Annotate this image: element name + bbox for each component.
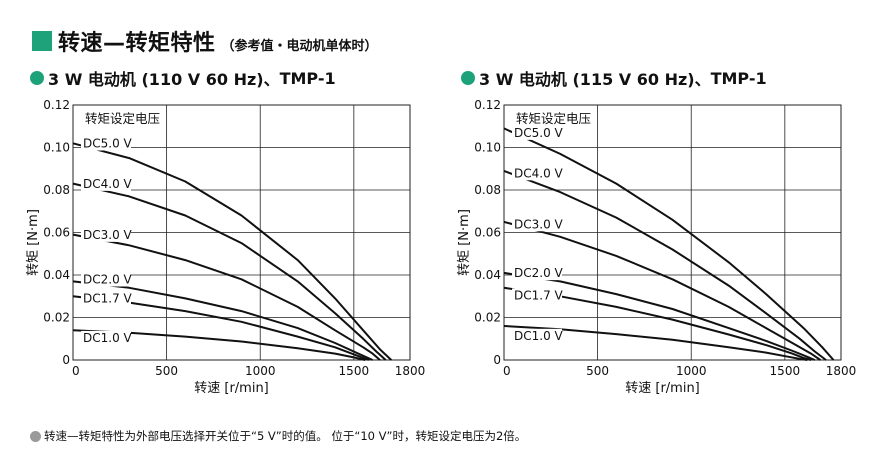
series-line: [503, 271, 816, 361]
bullet-icon: [30, 430, 41, 442]
series-label: DC1.7 V: [83, 292, 133, 306]
x-tick-label: 0: [503, 364, 511, 378]
legend-title: 转矩设定电压: [85, 111, 160, 126]
y-tick-label: 0: [62, 353, 70, 367]
y-tick-label: 0.10: [474, 141, 501, 155]
series-label-bg: [512, 217, 562, 232]
series-label-bg: [81, 291, 131, 306]
y-tick-label: 0.08: [474, 183, 501, 197]
x-tick-label: 1000: [676, 364, 707, 378]
x-tick-label: 1800: [826, 364, 857, 378]
x-axis-label: 转速 [r/min]: [625, 381, 700, 396]
series-label-bg: [81, 272, 131, 287]
y-tick-label: 0.12: [474, 98, 501, 112]
x-axis-label: 转速 [r/min]: [194, 381, 269, 396]
y-tick-label: 0.06: [474, 226, 501, 240]
series-label-bg: [81, 227, 131, 242]
series-label: DC3.0 V: [514, 217, 564, 231]
footnote: 转速—转矩特性为外部电压选择开关位于“5 V”时的值。 位于“10 V”时，转矩…: [30, 428, 526, 444]
title-marker-icon: [32, 31, 52, 51]
x-tick-label: 500: [155, 364, 178, 378]
series-line: [503, 127, 835, 361]
y-tick-label: 0.02: [43, 311, 70, 325]
series-line: [72, 142, 392, 361]
series-label: DC1.0 V: [83, 331, 133, 345]
chart-2: 0 0.02 0.04 0.06 0.08 0.10 0.12 0 500 1000 1500 180…: [457, 98, 856, 396]
series-label: DC3.0 V: [83, 228, 133, 242]
page-title: 转速—转矩特性: [58, 31, 216, 56]
chart-1-model: TMP-1: [279, 68, 336, 88]
y-tick-label: 0.04: [474, 268, 501, 282]
y-tick-label: 0: [493, 353, 501, 367]
section-title: 转速—转矩特性 （参考值・电动机单体时）: [32, 28, 378, 56]
chart-1-title: 3 W 电动机 (110 V 60 Hz)、 TMP-1: [30, 66, 336, 90]
series-line: [72, 182, 387, 361]
x-tick-label: 1000: [245, 364, 276, 378]
series-label: DC2.0 V: [514, 266, 564, 280]
series-label: DC4.0 V: [83, 177, 133, 191]
chart-1: 0 0.02 0.04 0.06 0.08 0.10 0.12 0 500 1000 1500 180…: [26, 98, 425, 396]
series-label: DC2.0 V: [83, 273, 133, 287]
x-tick-label: 1500: [770, 364, 801, 378]
legend-title: 转矩设定电压: [516, 111, 591, 126]
x-tick-label: 0: [72, 364, 80, 378]
y-tick-label: 0.10: [43, 141, 70, 155]
series-line: [503, 286, 812, 361]
series-line: [503, 325, 808, 361]
series-label-bg: [512, 266, 562, 281]
bullet-icon: [461, 71, 475, 85]
chart-1-title-text: 3 W 电动机 (110 V 60 Hz)、: [48, 70, 280, 89]
y-tick-label: 0.06: [43, 226, 70, 240]
y-tick-label: 0.02: [474, 311, 501, 325]
series-label-bg: [81, 176, 131, 191]
x-tick-label: 1800: [395, 364, 426, 378]
series-line: [72, 329, 366, 361]
footnote-text: 转速—转矩特性为外部电压选择开关位于“5 V”时的值。 位于“10 V”时，转矩…: [44, 429, 527, 443]
page-subtitle: （参考值・电动机单体时）: [221, 38, 378, 54]
chart-2-title-text: 3 W 电动机 (115 V 60 Hz)、: [479, 70, 711, 89]
y-axis-label: 转矩 [N·m]: [457, 209, 472, 276]
series-label-bg: [512, 288, 562, 303]
series-label: DC5.0 V: [83, 137, 133, 151]
chart-2-model: TMP-1: [710, 68, 767, 88]
series-label: DC1.0 V: [514, 329, 564, 343]
x-tick-label: 1500: [339, 364, 370, 378]
x-tick-label: 500: [586, 364, 609, 378]
series-label-bg: [512, 328, 562, 343]
y-tick-label: 0.08: [43, 183, 70, 197]
y-tick-label: 0.04: [43, 268, 70, 282]
series-label: DC5.0 V: [514, 126, 564, 140]
series-label-bg: [81, 330, 131, 345]
y-axis-label: 转矩 [N·m]: [26, 209, 41, 276]
series-label-bg: [512, 166, 562, 181]
series-label-bg: [512, 125, 562, 140]
series-label: DC1.7 V: [514, 288, 564, 302]
series-label: DC4.0 V: [514, 166, 564, 180]
series-label-bg: [81, 136, 131, 151]
chart-2-title: 3 W 电动机 (115 V 60 Hz)、 TMP-1: [461, 66, 767, 90]
y-tick-label: 0.12: [43, 98, 70, 112]
series-line: [72, 280, 374, 361]
bullet-icon: [30, 71, 44, 85]
series-line: [72, 295, 370, 361]
series-line: [503, 169, 827, 361]
series-line: [72, 233, 381, 361]
series-line: [503, 220, 821, 361]
